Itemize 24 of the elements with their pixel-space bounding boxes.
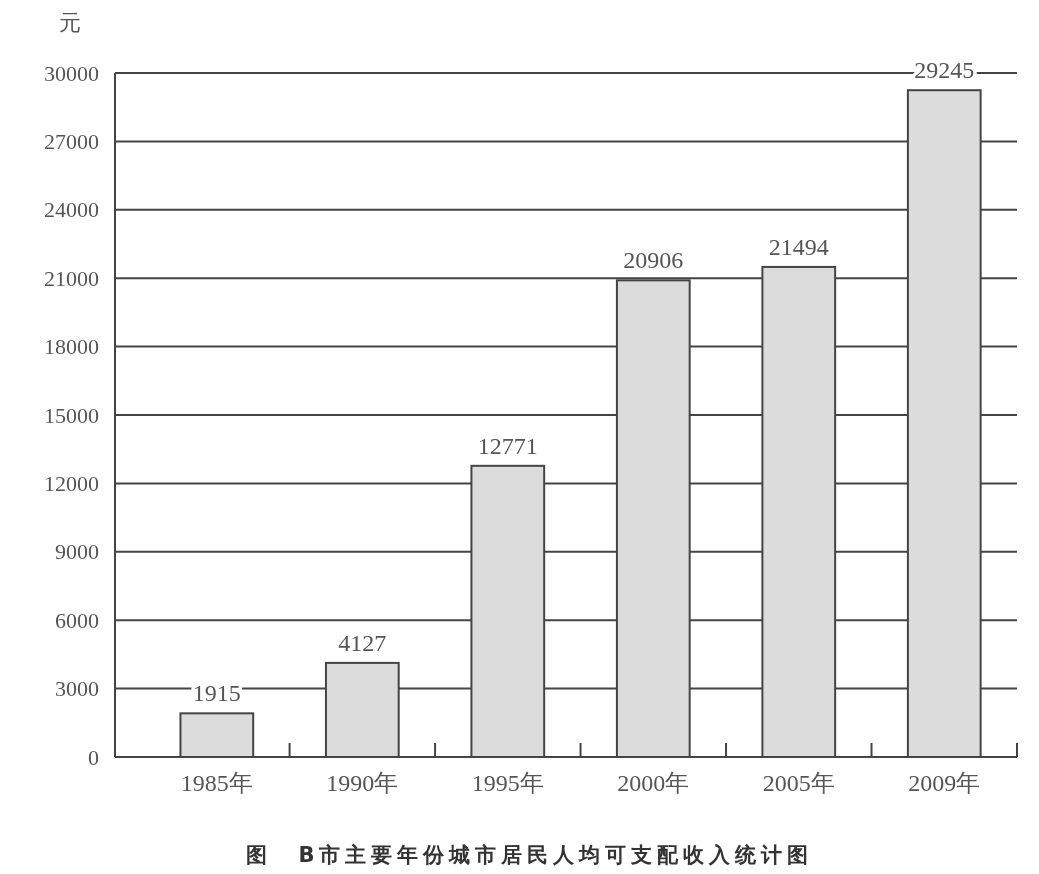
data-label: 20906 bbox=[623, 247, 684, 274]
y-tick-label: 30000 bbox=[44, 60, 99, 86]
y-tick-label: 24000 bbox=[44, 197, 99, 223]
y-tick-label: 9000 bbox=[55, 539, 99, 565]
x-tick-label: 2009年 bbox=[908, 770, 981, 796]
x-tick-label: 2000年 bbox=[617, 770, 690, 796]
y-axis-title: 元 bbox=[59, 10, 81, 35]
data-label: 12771 bbox=[477, 432, 538, 459]
y-tick-label: 6000 bbox=[55, 607, 99, 633]
y-tick-label: 18000 bbox=[44, 334, 99, 360]
data-label: 4127 bbox=[338, 629, 387, 656]
y-tick-label: 0 bbox=[88, 744, 99, 770]
x-tick-label: 1990年 bbox=[326, 770, 399, 796]
x-tick-label: 1985年 bbox=[180, 770, 253, 796]
y-tick-label: 12000 bbox=[44, 470, 99, 496]
x-tick-label: 2005年 bbox=[762, 770, 835, 796]
text: 图 B市主要年份城市居民人均可支配收入统计图 bbox=[246, 843, 814, 867]
y-tick-label: 27000 bbox=[44, 128, 99, 154]
y-tick-label: 15000 bbox=[44, 402, 99, 428]
data-label: 21494 bbox=[768, 233, 829, 260]
y-tick-label: 21000 bbox=[44, 265, 99, 291]
x-tick-label: 1995年 bbox=[471, 770, 544, 796]
y-tick-label: 3000 bbox=[55, 676, 99, 702]
bar bbox=[179, 712, 255, 758]
